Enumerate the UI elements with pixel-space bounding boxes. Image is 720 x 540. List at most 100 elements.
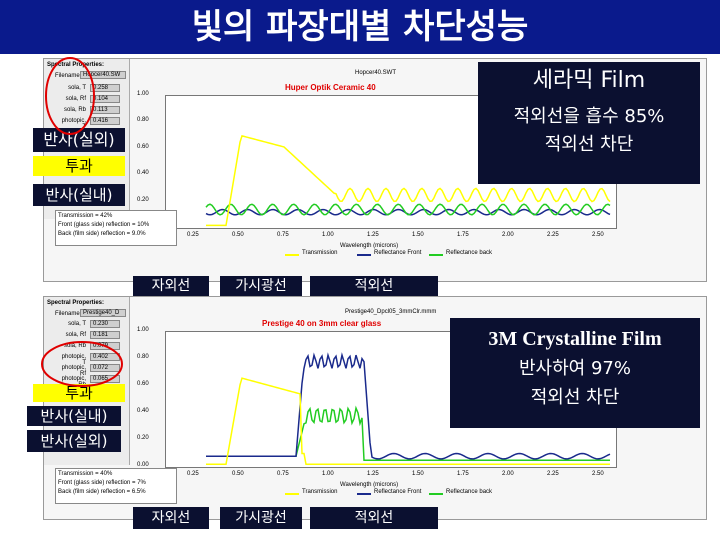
top-label-transmit: 투과: [33, 156, 125, 176]
bottom-callout-title: 3M Crystalline Film: [488, 328, 662, 350]
top-x-tick: 1.50: [412, 232, 424, 238]
top-info-line: Back (film side) reflection = 9.0%: [58, 231, 146, 237]
bottom-x-tick: 1.00: [322, 471, 334, 477]
top-info-line: Transmission = 42%: [58, 213, 113, 219]
bottom-panel-title: Spectral Properties:: [47, 300, 105, 306]
bottom-info-line: Back (film side) reflection = 6.5%: [58, 489, 146, 495]
bottom-info-line: Transmission = 40%: [58, 471, 113, 477]
bottom-prop-value[interactable]: 0.230: [90, 320, 120, 328]
top-legend-label: Transmission: [302, 250, 338, 256]
top-x-tick: 0.25: [187, 232, 199, 238]
bottom-x-tick: 0.25: [187, 471, 199, 477]
top-y-tick: 0.40: [137, 170, 149, 177]
bottom-prop-value[interactable]: 0.402: [90, 353, 120, 361]
bottom-x-tick: 2.50: [592, 471, 604, 477]
top-x-tick: 1.75: [457, 232, 469, 238]
bottom-band-ir: 적외선: [310, 507, 438, 529]
bottom-transmission-line: [206, 377, 610, 466]
bottom-prop-value[interactable]: 0.072: [90, 364, 120, 372]
top-x-tick: 0.50: [232, 232, 244, 238]
top-band-uv: 자외선: [133, 276, 209, 296]
top-panel-title: Spectral Properties:: [47, 62, 105, 68]
top-y-tick: 1.00: [137, 91, 149, 97]
top-legend-label: Reflectance Front: [374, 250, 422, 256]
bottom-x-tick: 1.50: [412, 471, 424, 477]
top-legend-label: Reflectance back: [446, 250, 493, 256]
bottom-reflectance-front-line: [206, 352, 611, 460]
top-callout: [478, 62, 700, 184]
bottom-chart-title: Prestige 40 on 3mm clear glass: [262, 319, 382, 328]
top-prop-label: sola, Rb: [63, 107, 86, 113]
bottom-y-tick: 1.00: [137, 327, 149, 333]
top-transmission-line: [206, 134, 611, 227]
bottom-legend-swatch: [357, 493, 371, 495]
bottom-y-tick: 0.60: [137, 381, 149, 387]
bottom-x-tick: 1.25: [367, 471, 379, 477]
top-legend-swatch: [357, 254, 371, 256]
bottom-prop-value[interactable]: 0.079: [90, 342, 120, 350]
bottom-info-line: Front (glass side) reflection = 7%: [58, 480, 146, 486]
top-prop-value[interactable]: 0.258: [90, 84, 120, 92]
bottom-y-tick: 0.00: [137, 462, 149, 468]
bottom-x-tick: 0.50: [232, 471, 244, 477]
top-label-reflect-in: 반사(실내): [33, 184, 125, 206]
bottom-prop-label: sola, Rb: [63, 343, 86, 349]
bottom-legend-label: Transmission: [302, 489, 338, 495]
top-x-tick: 2.50: [592, 232, 604, 238]
top-prop-label: sola, Rf: [65, 96, 86, 102]
top-y-tick: 0.60: [137, 143, 149, 150]
top-x-tick: 2.00: [502, 232, 514, 238]
bottom-x-tick: 2.00: [502, 471, 514, 477]
top-x-tick: 1.25: [367, 232, 379, 238]
bottom-label-reflect-in: 반사(실내): [27, 406, 121, 426]
title-bar: [0, 0, 720, 54]
top-spectrum-chart: [205, 134, 611, 227]
bottom-legend-swatch: [285, 493, 299, 495]
top-band-ir: 적외선: [310, 276, 438, 296]
bottom-x-tick: 0.75: [277, 471, 289, 477]
bottom-label-reflect-out: 반사(실외): [27, 430, 121, 452]
top-legend-swatch: [285, 254, 299, 256]
top-filename-field[interactable]: Hopcer40.SW: [80, 71, 126, 79]
bottom-y-tick: 0.40: [137, 408, 149, 414]
bottom-spectrum-chart: [206, 352, 611, 466]
bottom-legend-label: Reflectance back: [446, 489, 493, 495]
bottom-callout-line2: 적외선 차단: [530, 387, 620, 408]
top-chart-title: Huper Optik Ceramic 40: [285, 83, 376, 92]
top-file-header: Hopcer40.SWT: [355, 70, 397, 76]
top-callout-line1: 적외선을 흡수 85%: [513, 106, 665, 127]
top-info-box: [55, 210, 177, 246]
bottom-band-uv: 자외선: [133, 507, 209, 529]
top-callout-line2: 적외선 차단: [544, 134, 634, 155]
page-title: 빛의 파장대별 차단성능: [191, 7, 529, 47]
bottom-x-tick: 1.75: [457, 471, 469, 477]
top-callout-title: 세라믹 Film: [532, 68, 646, 93]
top-x-tick: 0.75: [277, 232, 289, 238]
bottom-label-transmit: 투과: [33, 384, 125, 402]
bottom-filename-field[interactable]: Prestige40_D: [80, 309, 126, 317]
top-x-tick: 1.00: [322, 232, 334, 238]
bottom-legend-label: Reflectance Front: [374, 489, 422, 495]
bottom-x-label: Wavelength (microns): [340, 482, 399, 488]
top-prop-value[interactable]: 0.416: [90, 117, 120, 125]
bottom-prop-label: sola, Rf: [65, 332, 86, 338]
top-y-tick: 0.80: [137, 117, 149, 124]
bottom-callout-line1: 반사하여 97%: [519, 358, 631, 379]
bottom-file-header: Prestige40_Dpcl05_3mmClr.mmm: [345, 309, 437, 315]
bottom-callout: [450, 318, 700, 428]
bottom-filename-label: Filename: [55, 311, 80, 317]
bottom-y-tick: 0.20: [137, 435, 149, 441]
bottom-prop-value[interactable]: 0.065: [90, 375, 120, 383]
top-prop-label: sola, T: [68, 85, 86, 91]
bottom-info-box: [55, 468, 177, 504]
top-x-label: Wavelength (microns): [340, 243, 399, 249]
top-prop-value[interactable]: 0.113: [90, 106, 120, 114]
top-label-reflect-out: 반사(실외): [33, 128, 125, 152]
top-legend-swatch: [429, 254, 443, 256]
top-reflectance-back-line: [205, 203, 611, 216]
bottom-x-tick: 2.25: [547, 471, 559, 477]
top-x-tick: 2.25: [547, 232, 559, 238]
top-prop-value[interactable]: 0.104: [90, 95, 120, 103]
top-info-line: Front (glass side) reflection = 10%: [58, 222, 150, 228]
bottom-prop-value[interactable]: 0.181: [90, 331, 120, 339]
